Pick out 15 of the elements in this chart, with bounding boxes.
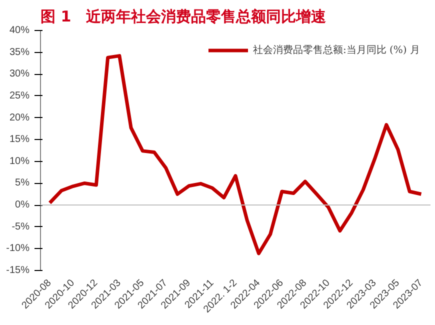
y-tick-label: 0% (15, 200, 30, 211)
y-tick-label: 30% (9, 68, 30, 80)
y-tick-label: -5% (12, 221, 30, 232)
y-tick-label: 35% (9, 46, 30, 58)
y-tick-label: 15% (9, 134, 30, 146)
chart-title: 图 1 近两年社会消费品零售总额同比增速 (40, 8, 328, 26)
y-tick-label: -10% (6, 243, 30, 254)
line-series (48, 54, 423, 256)
y-tick-label: 10% (9, 156, 30, 167)
y-tick-label: -15% (6, 265, 30, 276)
y-tick-label: 40% (9, 25, 30, 36)
legend-label: 社会消费品零售总额:当月同比 (%) 月 (252, 44, 420, 57)
y-tick-label: 5% (15, 178, 30, 189)
y-tick-label: 25% (9, 90, 30, 102)
y-tick-label: 20% (9, 112, 30, 124)
